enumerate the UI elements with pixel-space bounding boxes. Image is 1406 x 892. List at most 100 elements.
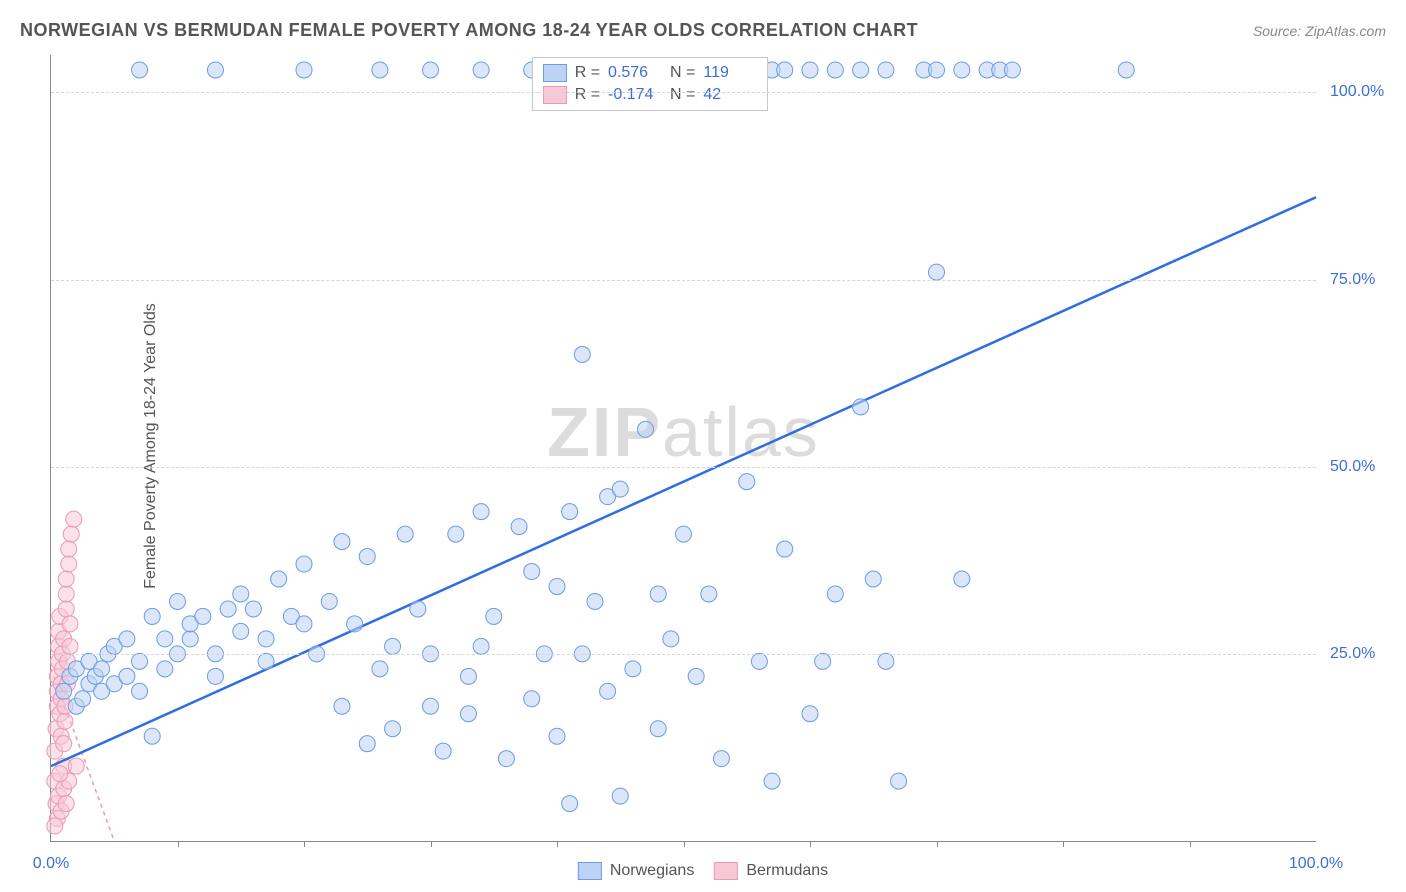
bermudans-point	[56, 736, 72, 752]
legend-label: Bermudans	[746, 862, 828, 880]
norwegians-point	[524, 691, 540, 707]
r-label: R =	[575, 64, 600, 82]
y-tick-label: 75.0%	[1330, 271, 1375, 289]
bermudans-point	[62, 638, 78, 654]
r-value: 0.576	[608, 64, 662, 82]
norwegians-point	[233, 623, 249, 639]
norwegians-point	[562, 796, 578, 812]
stats-swatch	[543, 86, 567, 104]
norwegians-point	[258, 631, 274, 647]
norwegians-point	[751, 653, 767, 669]
x-min-label: 0.0%	[33, 855, 69, 873]
x-tick-mark	[557, 841, 558, 847]
norwegians-point	[891, 773, 907, 789]
source-prefix: Source:	[1253, 23, 1305, 39]
norwegians-point	[600, 683, 616, 699]
y-tick-label: 50.0%	[1330, 458, 1375, 476]
norwegians-point	[625, 661, 641, 677]
norwegians-point	[524, 564, 540, 580]
norwegians-point	[385, 721, 401, 737]
bermudans-point	[61, 556, 77, 572]
r-value: -0.174	[608, 86, 662, 104]
norwegians-point	[954, 571, 970, 587]
norwegians-point	[359, 736, 375, 752]
norwegians-point	[397, 526, 413, 542]
norwegians-point	[195, 608, 211, 624]
norwegians-point	[612, 481, 628, 497]
norwegians-point	[929, 264, 945, 280]
bermudans-point	[62, 616, 78, 632]
norwegians-point	[334, 698, 350, 714]
norwegians-point	[207, 62, 223, 78]
chart-plot-area: ZIPatlas R =0.576N =119R =-0.174N =42 25…	[50, 55, 1316, 842]
x-tick-mark	[937, 841, 938, 847]
norwegians-point	[473, 62, 489, 78]
norwegians-point	[258, 653, 274, 669]
norwegians-point	[612, 788, 628, 804]
norwegians-point	[511, 519, 527, 535]
norwegians-point	[271, 571, 287, 587]
bermudans-point	[47, 818, 63, 834]
norwegians-point	[498, 751, 514, 767]
n-value: 42	[703, 86, 757, 104]
norwegians-point	[448, 526, 464, 542]
norwegians-point	[410, 601, 426, 617]
norwegians-point	[587, 593, 603, 609]
norwegians-point	[802, 706, 818, 722]
legend-label: Norwegians	[610, 862, 694, 880]
norwegians-point	[815, 653, 831, 669]
norwegians-point	[132, 62, 148, 78]
norwegians-point	[827, 586, 843, 602]
x-tick-mark	[178, 841, 179, 847]
norwegians-point	[1004, 62, 1020, 78]
bermudans-point	[58, 571, 74, 587]
norwegians-point	[473, 504, 489, 520]
norwegians-point	[574, 346, 590, 362]
norwegians-point	[713, 751, 729, 767]
norwegians-point	[764, 773, 780, 789]
norwegians-point	[119, 668, 135, 684]
n-value: 119	[703, 64, 757, 82]
norwegians-point	[827, 62, 843, 78]
norwegians-point	[245, 601, 261, 617]
norwegians-point	[688, 668, 704, 684]
norwegians-point	[144, 608, 160, 624]
legend-swatch	[714, 862, 738, 880]
norwegians-point	[954, 62, 970, 78]
norwegians-point	[372, 661, 388, 677]
correlation-stats-box: R =0.576N =119R =-0.174N =42	[532, 57, 769, 111]
gridline-horizontal	[51, 280, 1316, 281]
legend: Norwegians Bermudans	[578, 862, 828, 880]
norwegians-point	[385, 638, 401, 654]
norwegians-point	[372, 62, 388, 78]
norwegians-point	[878, 653, 894, 669]
norwegians-point	[486, 608, 502, 624]
norwegians-point	[650, 721, 666, 737]
bermudans-point	[58, 796, 74, 812]
chart-title: NORWEGIAN VS BERMUDAN FEMALE POVERTY AMO…	[20, 20, 918, 41]
x-tick-mark	[1190, 841, 1191, 847]
bermudans-point	[61, 541, 77, 557]
y-tick-label: 100.0%	[1330, 83, 1384, 101]
legend-item: Bermudans	[714, 862, 828, 880]
norwegians-point	[853, 62, 869, 78]
norwegians-point	[650, 586, 666, 602]
norwegians-point	[1118, 62, 1134, 78]
norwegians-point	[676, 526, 692, 542]
gridline-horizontal	[51, 654, 1316, 655]
bermudans-point	[58, 601, 74, 617]
norwegians-point	[460, 668, 476, 684]
norwegians-point	[157, 631, 173, 647]
bermudans-point	[66, 511, 82, 527]
norwegians-point	[929, 62, 945, 78]
x-tick-mark	[1063, 841, 1064, 847]
x-tick-mark	[431, 841, 432, 847]
bermudans-point	[63, 526, 79, 542]
norwegians-point	[878, 62, 894, 78]
y-tick-label: 25.0%	[1330, 645, 1375, 663]
norwegians-point	[423, 62, 439, 78]
norwegians-point	[321, 593, 337, 609]
norwegians-point	[359, 549, 375, 565]
norwegians-point	[170, 593, 186, 609]
norwegians-point	[435, 743, 451, 759]
